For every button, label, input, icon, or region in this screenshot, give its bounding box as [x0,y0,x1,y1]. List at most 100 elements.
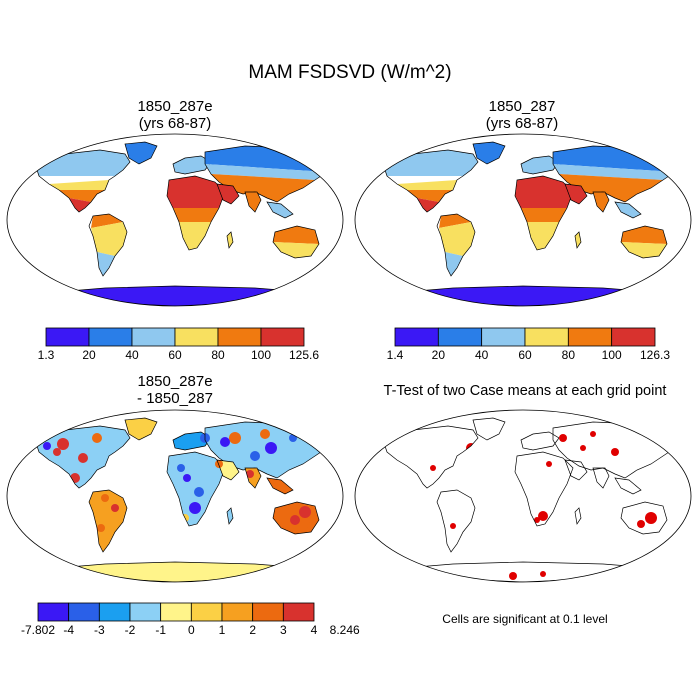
panel-3-title-line1: 1850_287e [137,373,213,390]
panel-4-title: T-Test of two Case means at each grid po… [383,383,667,399]
land-region-asia [559,431,619,456]
colorbar-swatch [437,327,483,347]
colorbar-swatches [45,327,305,347]
land-region-seasia [615,202,641,218]
colorbar-tick-label: 40 [125,348,139,362]
land-region-australia [273,226,319,258]
colorbar-swatches [37,602,315,622]
significant-cell [590,431,596,437]
land-region-northAmerica [35,426,130,488]
map-border [354,409,692,583]
coastline [564,183,588,205]
colorbar-tick-label: 2 [249,623,256,637]
panel-1-title-line2: (yrs 68-87) [138,115,212,132]
land-region-europe [521,156,559,174]
significant-cell [450,523,456,529]
colorbar-tick-label: 60 [168,348,182,362]
colorbar-tick-label: -3 [93,623,105,637]
coastline [34,149,131,213]
coastline [244,191,262,213]
land-region-africa [167,176,225,250]
colorbar-tick-label: 1 [218,623,226,637]
colorbar-tick-label: -4 [63,623,74,637]
coastline [520,431,560,451]
coastline [88,213,128,277]
ocean-background [355,410,691,582]
coastline [436,489,476,553]
significant-cell [534,517,540,523]
coastline [272,501,320,535]
significant-cell [538,511,548,521]
coastline [124,417,158,441]
coastline [614,477,642,495]
colorbar-swatch [174,327,219,347]
colorbar-swatch [611,327,656,347]
land-region-seasia [267,202,293,218]
map-border [354,133,692,307]
significant-cell [645,512,657,524]
colorbar-swatch [567,327,613,347]
coastline [520,155,560,175]
land-region-southAmerica [91,214,127,276]
coastline [472,141,506,165]
significant-cell [611,448,619,456]
colorbar-swatch [190,602,223,622]
land-region-australia [637,512,657,528]
panel-1-title: 1850_287e (yrs 68-87) [75,98,275,132]
colorbar-swatch [481,327,526,347]
coastline [574,231,582,249]
colorbar-tick-label: 80 [211,348,225,362]
significant-cell [580,445,586,451]
colorbar-tick-label: 100 [250,348,272,362]
colorbar-panel-3: -7.802 -4 -3 -2 -1 0 1 2 3 4 8.246 [21,602,360,641]
coastline [266,477,294,495]
colorbar-panel-2: 1.4 20 40 60 80 100 126.3 [387,327,670,366]
colorbar-swatch [394,327,439,347]
colorbar-swatch [217,327,262,347]
coastline [172,155,212,175]
map-panel-1850-287 [354,133,692,307]
ocean-background [7,410,343,582]
colorbar-swatch [129,602,162,622]
coastline [172,431,212,451]
colorbar-swatch [68,602,100,622]
coastline [382,425,479,489]
panel-3-title-line2: - 1850_287 [137,390,213,407]
colorbar-tick-label: 3 [279,623,287,637]
map-panel-difference [6,409,344,583]
colorbar-swatch [37,602,70,622]
coastline [592,191,610,213]
ocean-background [355,134,691,306]
land-region-seasia [267,478,293,494]
colorbar-tick-label: 1.4 [386,348,404,362]
colorbar-tick-label: 100 [601,348,622,362]
land-region-southAmerica [89,490,127,552]
map-panel-ttest [354,409,692,583]
colorbar-tick-label: 40 [474,348,489,362]
colorbar-panel-1: 1.3 20 40 60 80 100 125.6 [38,327,319,366]
ocean-background [7,134,343,306]
land-region-australia [621,226,667,258]
colorbar-tick-label: 126.3 [639,348,671,362]
coastline [34,425,131,489]
colorbar-swatches [394,327,656,347]
figure-title: MAM FSDSVD (W/m^2) [248,62,452,83]
land-region-india [245,468,261,488]
colorbar-tick-label: 20 [431,348,446,362]
coastline [614,201,642,219]
coastline [244,467,262,489]
panel-2-title-line1: 1850_287 [488,98,556,115]
land-region-europe [173,156,211,174]
land-region-india [245,192,261,212]
coastline [620,501,668,535]
significant-cell [546,461,552,467]
coastline [88,489,128,553]
colorbar-swatch [88,327,133,347]
land-region-africa [534,461,552,523]
coastline [574,507,582,525]
significant-cell [430,465,436,471]
coastline [266,201,294,219]
panel-2-title: 1850_287 (yrs 68-87) [422,98,622,132]
colorbar-tick-label: 125.6 [288,348,320,362]
land-region-arabia [565,184,587,204]
